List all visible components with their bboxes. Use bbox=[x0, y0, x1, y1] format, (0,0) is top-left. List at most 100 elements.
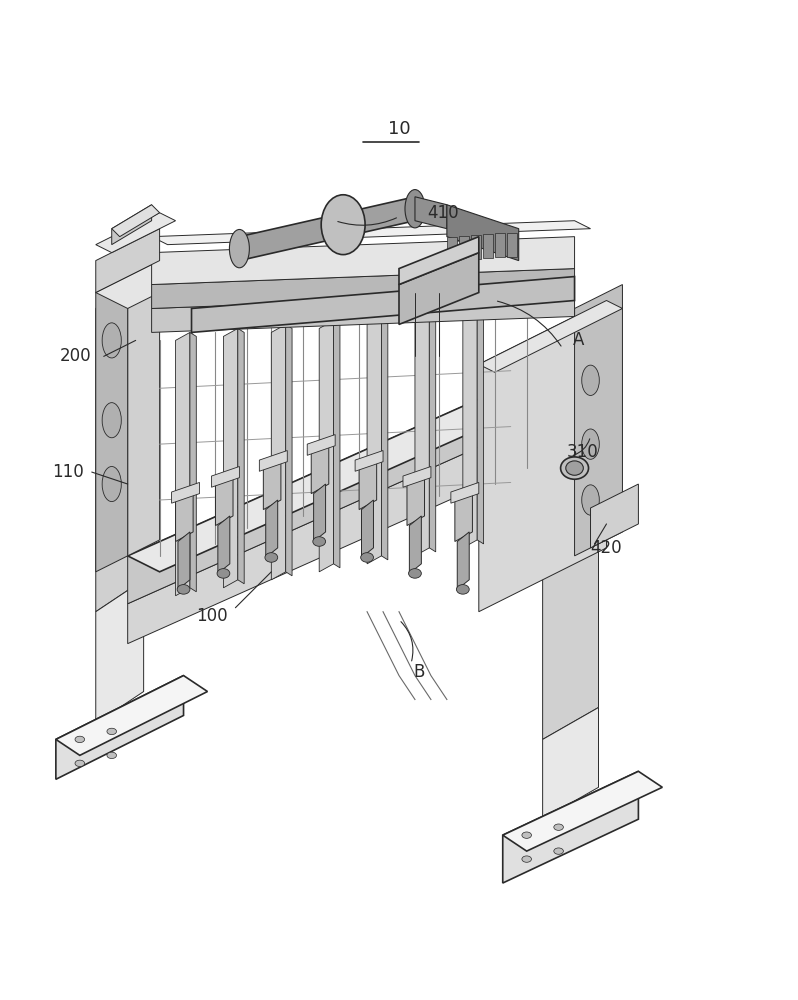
Polygon shape bbox=[319, 320, 334, 572]
Ellipse shape bbox=[75, 760, 85, 767]
Ellipse shape bbox=[313, 537, 326, 546]
Text: A: A bbox=[573, 331, 584, 349]
Text: 420: 420 bbox=[591, 539, 622, 557]
FancyArrowPatch shape bbox=[338, 218, 397, 225]
Polygon shape bbox=[415, 312, 429, 556]
Polygon shape bbox=[266, 500, 278, 557]
Text: 110: 110 bbox=[52, 463, 84, 481]
Polygon shape bbox=[96, 213, 176, 253]
Polygon shape bbox=[447, 205, 519, 261]
FancyArrowPatch shape bbox=[401, 622, 413, 661]
Polygon shape bbox=[96, 261, 192, 308]
Polygon shape bbox=[381, 316, 388, 560]
Polygon shape bbox=[479, 300, 606, 612]
Polygon shape bbox=[259, 451, 287, 471]
Polygon shape bbox=[96, 580, 144, 723]
Polygon shape bbox=[190, 332, 196, 592]
Polygon shape bbox=[457, 532, 469, 589]
Polygon shape bbox=[152, 237, 575, 285]
Polygon shape bbox=[211, 466, 239, 487]
Polygon shape bbox=[218, 516, 230, 573]
Polygon shape bbox=[56, 676, 207, 755]
Polygon shape bbox=[112, 205, 152, 245]
Ellipse shape bbox=[107, 728, 117, 735]
Bar bbox=[495, 233, 505, 257]
Polygon shape bbox=[455, 490, 472, 541]
Polygon shape bbox=[451, 482, 479, 503]
Text: 200: 200 bbox=[60, 347, 92, 365]
Polygon shape bbox=[429, 312, 436, 552]
Ellipse shape bbox=[107, 752, 117, 759]
Polygon shape bbox=[176, 332, 190, 596]
Ellipse shape bbox=[177, 585, 190, 594]
FancyArrowPatch shape bbox=[573, 439, 590, 455]
Ellipse shape bbox=[321, 195, 365, 255]
Polygon shape bbox=[503, 771, 662, 851]
Bar bbox=[471, 235, 481, 259]
Polygon shape bbox=[271, 324, 286, 580]
Polygon shape bbox=[575, 285, 622, 556]
Polygon shape bbox=[286, 324, 292, 576]
Polygon shape bbox=[128, 356, 575, 604]
Polygon shape bbox=[152, 269, 575, 308]
Text: B: B bbox=[413, 663, 425, 681]
Polygon shape bbox=[334, 320, 340, 568]
Ellipse shape bbox=[582, 485, 599, 515]
Ellipse shape bbox=[265, 553, 278, 562]
Bar bbox=[507, 233, 517, 257]
Polygon shape bbox=[172, 482, 200, 503]
Polygon shape bbox=[503, 771, 638, 883]
Polygon shape bbox=[96, 277, 144, 612]
Polygon shape bbox=[409, 516, 421, 573]
Ellipse shape bbox=[582, 365, 599, 395]
Polygon shape bbox=[463, 308, 477, 548]
Polygon shape bbox=[403, 466, 431, 487]
Ellipse shape bbox=[405, 190, 425, 228]
Polygon shape bbox=[543, 404, 598, 739]
Polygon shape bbox=[56, 676, 184, 779]
Polygon shape bbox=[128, 261, 160, 556]
Polygon shape bbox=[314, 484, 326, 541]
Ellipse shape bbox=[456, 585, 469, 594]
Polygon shape bbox=[223, 328, 238, 588]
Ellipse shape bbox=[361, 553, 373, 562]
Ellipse shape bbox=[554, 848, 563, 854]
Polygon shape bbox=[543, 707, 598, 819]
Polygon shape bbox=[152, 221, 591, 245]
Text: 100: 100 bbox=[196, 607, 227, 625]
Ellipse shape bbox=[554, 824, 563, 830]
Polygon shape bbox=[128, 404, 575, 644]
Polygon shape bbox=[178, 532, 190, 589]
FancyArrowPatch shape bbox=[497, 301, 561, 346]
Text: 310: 310 bbox=[567, 443, 598, 461]
Polygon shape bbox=[263, 459, 281, 510]
Ellipse shape bbox=[522, 856, 531, 862]
Polygon shape bbox=[112, 205, 160, 237]
Ellipse shape bbox=[582, 429, 599, 459]
Polygon shape bbox=[591, 484, 638, 548]
Polygon shape bbox=[367, 316, 381, 564]
Polygon shape bbox=[96, 229, 160, 293]
Polygon shape bbox=[407, 474, 425, 526]
Polygon shape bbox=[238, 328, 244, 584]
Ellipse shape bbox=[102, 403, 121, 438]
Polygon shape bbox=[399, 253, 479, 324]
Ellipse shape bbox=[560, 457, 588, 479]
Bar bbox=[447, 237, 457, 261]
Ellipse shape bbox=[566, 461, 583, 475]
Polygon shape bbox=[176, 490, 193, 541]
Polygon shape bbox=[215, 474, 233, 526]
Polygon shape bbox=[477, 308, 484, 544]
Text: 410: 410 bbox=[427, 204, 459, 222]
Bar bbox=[483, 234, 493, 258]
Polygon shape bbox=[96, 277, 128, 572]
Ellipse shape bbox=[217, 569, 230, 578]
Ellipse shape bbox=[229, 229, 249, 268]
Polygon shape bbox=[359, 459, 377, 510]
Polygon shape bbox=[479, 300, 622, 372]
Polygon shape bbox=[192, 277, 575, 332]
Ellipse shape bbox=[102, 466, 121, 502]
Polygon shape bbox=[239, 197, 415, 261]
Ellipse shape bbox=[75, 736, 85, 743]
Text: 10: 10 bbox=[388, 120, 410, 138]
